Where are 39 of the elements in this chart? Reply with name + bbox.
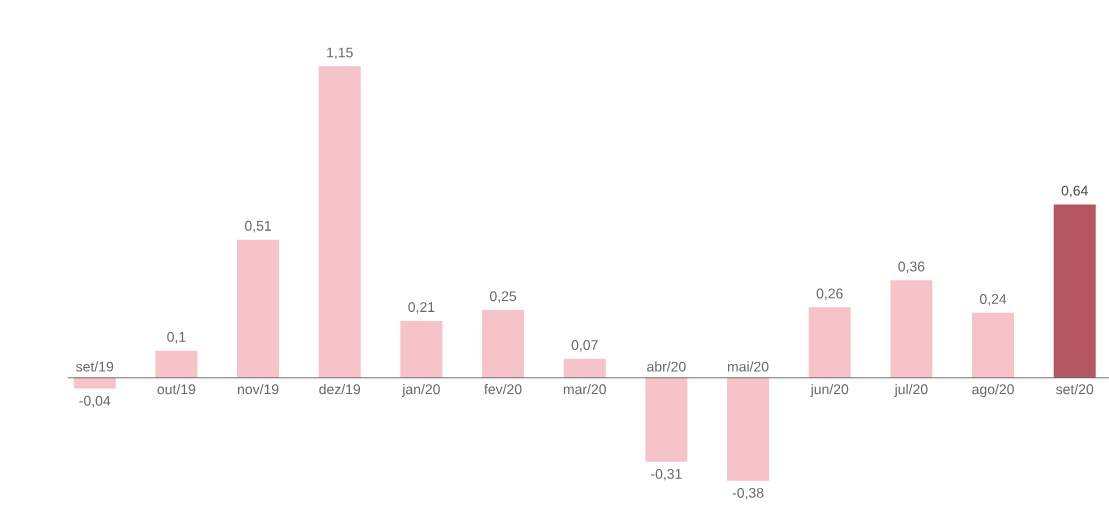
data-label: 1,15 — [327, 47, 353, 60]
x-tick-label: set/20 — [1056, 383, 1094, 395]
bar — [645, 377, 688, 462]
data-label: 0,21 — [408, 302, 435, 314]
bar — [318, 66, 361, 378]
bar — [73, 377, 116, 389]
data-label: 0,07 — [571, 340, 598, 352]
data-label: 0,24 — [979, 294, 1007, 306]
bar — [808, 307, 851, 378]
bar — [563, 358, 606, 378]
x-tick-label: jun/20 — [810, 383, 849, 398]
bar — [400, 320, 443, 378]
data-label: 0,36 — [898, 261, 925, 274]
bar — [727, 377, 770, 481]
x-tick-label: set/19 — [76, 361, 114, 372]
data-label: 0,26 — [816, 288, 843, 301]
x-tick-label: out/19 — [157, 383, 196, 395]
bar — [155, 350, 198, 378]
bar — [1053, 204, 1096, 378]
bar — [237, 239, 280, 378]
x-tick-label: ago/20 — [972, 383, 1014, 398]
x-tick-label: fev/20 — [484, 383, 522, 395]
x-tick-label: nov/19 — [237, 383, 279, 395]
data-label: 0,1 — [167, 331, 186, 344]
x-tick-label: mai/20 — [727, 361, 769, 372]
bar — [890, 280, 933, 378]
x-tick-label: mar/20 — [563, 383, 606, 395]
bar — [972, 312, 1015, 378]
data-label: -0,38 — [732, 487, 764, 500]
data-label: 0,64 — [1061, 185, 1088, 198]
data-label: 0,25 — [489, 291, 517, 303]
x-tick-label: jan/20 — [401, 383, 440, 398]
x-tick-label: jul/20 — [894, 383, 928, 398]
data-label: 0,51 — [244, 220, 272, 233]
data-label: -0,31 — [651, 468, 682, 481]
x-tick-label: dez/19 — [319, 383, 361, 395]
bar — [482, 310, 525, 378]
x-tick-label: abr/20 — [647, 361, 686, 372]
data-label: -0,04 — [79, 395, 111, 408]
